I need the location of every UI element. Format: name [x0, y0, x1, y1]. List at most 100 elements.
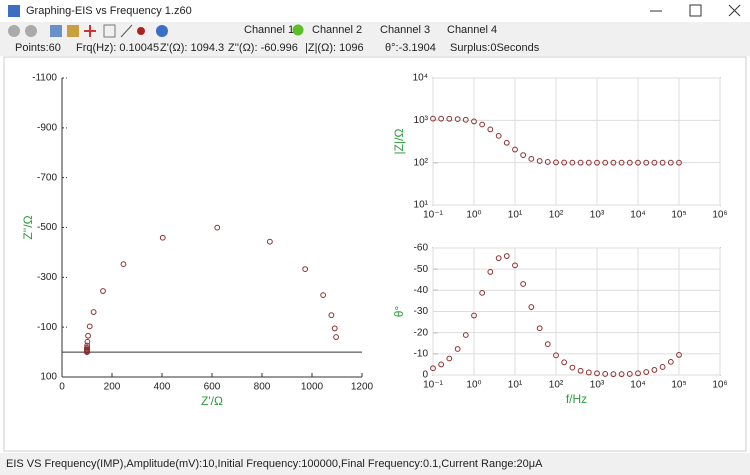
- help-button[interactable]: [156, 25, 168, 37]
- channel-label[interactable]: Channel 2: [312, 24, 362, 36]
- info-item: Points:60: [15, 42, 61, 54]
- data-point: [512, 262, 518, 269]
- status-text: EIS VS Frequency(IMP),Amplitude(mV):10,I…: [6, 458, 543, 470]
- data-point: [610, 159, 617, 166]
- y-tick-label: -1100: [32, 73, 57, 84]
- data-point: [446, 355, 453, 362]
- tool-button[interactable]: [84, 25, 96, 37]
- data-point: [328, 312, 335, 319]
- channel-label[interactable]: Channel 4: [447, 24, 497, 36]
- data-point: [333, 334, 339, 340]
- data-point: [446, 115, 453, 122]
- channel-label[interactable]: Channel 3: [380, 24, 430, 36]
- data-point: [569, 159, 576, 166]
- y-axis-title: θ°: [392, 306, 406, 318]
- tool-button[interactable]: [137, 27, 145, 35]
- y-tick-label: -50: [414, 264, 429, 275]
- tool-button[interactable]: [120, 24, 133, 38]
- x-tick-label: 10³: [590, 380, 605, 391]
- y-tick-label: -30: [414, 306, 429, 317]
- data-point: [676, 159, 682, 166]
- x-tick-label: 10²: [549, 210, 564, 221]
- data-point: [676, 351, 682, 358]
- data-point: [561, 359, 568, 366]
- data-point: [266, 238, 273, 245]
- y-axis-title: Z''/Ω: [21, 215, 35, 239]
- toolbar-area: [0, 22, 750, 56]
- data-point: [528, 304, 535, 310]
- y-axis-title: |Z|/Ω: [392, 129, 406, 155]
- data-point: [585, 159, 592, 166]
- x-axis-title: Z'/Ω: [201, 394, 223, 408]
- data-point: [84, 345, 90, 351]
- data-point: [651, 367, 658, 373]
- x-tick-label: 800: [254, 382, 271, 393]
- x-tick-label: 10¹: [508, 210, 523, 221]
- x-tick-label: 1000: [301, 382, 324, 393]
- y-tick-label: -20: [414, 327, 429, 338]
- status-bar: [0, 453, 750, 475]
- app-icon: [8, 5, 20, 17]
- close-button[interactable]: [728, 4, 741, 17]
- y-tick-label: -100: [37, 322, 57, 333]
- data-point: [594, 370, 600, 377]
- data-point: [512, 146, 518, 153]
- data-point: [438, 115, 445, 122]
- data-point: [635, 159, 641, 166]
- data-point: [462, 332, 469, 338]
- data-point: [503, 253, 510, 259]
- data-point: [320, 292, 327, 299]
- data-point: [471, 312, 477, 319]
- data-point: [610, 371, 617, 378]
- data-point: [487, 269, 494, 275]
- data-point: [495, 132, 502, 139]
- data-point: [487, 126, 494, 133]
- data-point: [536, 158, 543, 164]
- data-point: [430, 365, 436, 372]
- x-tick-label: 600: [204, 382, 221, 393]
- data-point: [479, 121, 486, 128]
- tool-button[interactable]: [103, 24, 116, 38]
- data-point: [120, 261, 127, 268]
- plot-panel: [3, 56, 747, 452]
- data-point: [544, 341, 551, 347]
- y-tick-label: -300: [37, 272, 57, 283]
- data-point: [100, 288, 106, 294]
- data-point: [651, 159, 658, 166]
- data-point: [84, 338, 91, 345]
- data-point: [667, 358, 674, 365]
- x-tick-label: 200: [104, 382, 121, 393]
- data-point: [471, 118, 477, 125]
- data-point: [159, 234, 166, 241]
- tool-button[interactable]: [25, 25, 37, 37]
- tool-button[interactable]: [50, 25, 62, 37]
- maximize-button[interactable]: [689, 4, 702, 17]
- y-tick-label: 0: [422, 370, 428, 381]
- data-point: [462, 116, 469, 123]
- window-title: Graphing-EIS vs Frequency 1.z60: [26, 5, 192, 17]
- data-point: [86, 323, 93, 330]
- data-point: [544, 159, 551, 165]
- channel-label[interactable]: Channel 1: [244, 24, 294, 36]
- data-point: [331, 325, 338, 332]
- data-point: [302, 266, 309, 273]
- y-tick-label: 10²: [414, 157, 429, 168]
- x-tick-label: 10⁵: [671, 210, 686, 221]
- y-tick-label: -60: [414, 243, 429, 254]
- data-point: [430, 115, 436, 122]
- x-tick-label: 10⁶: [712, 210, 727, 221]
- data-point: [643, 369, 650, 375]
- y-tick-label: -10: [414, 348, 429, 359]
- data-point: [667, 159, 674, 166]
- x-tick-label: 10³: [590, 210, 605, 221]
- tool-button[interactable]: [67, 25, 79, 37]
- data-point: [214, 224, 221, 231]
- data-point: [602, 371, 609, 377]
- info-item: |Z|(Ω): 1096: [305, 42, 364, 54]
- data-point: [659, 159, 666, 166]
- y-tick-label: 10¹: [414, 200, 429, 211]
- data-point: [553, 159, 559, 166]
- tool-button[interactable]: [8, 25, 20, 37]
- x-tick-label: 10²: [549, 380, 564, 391]
